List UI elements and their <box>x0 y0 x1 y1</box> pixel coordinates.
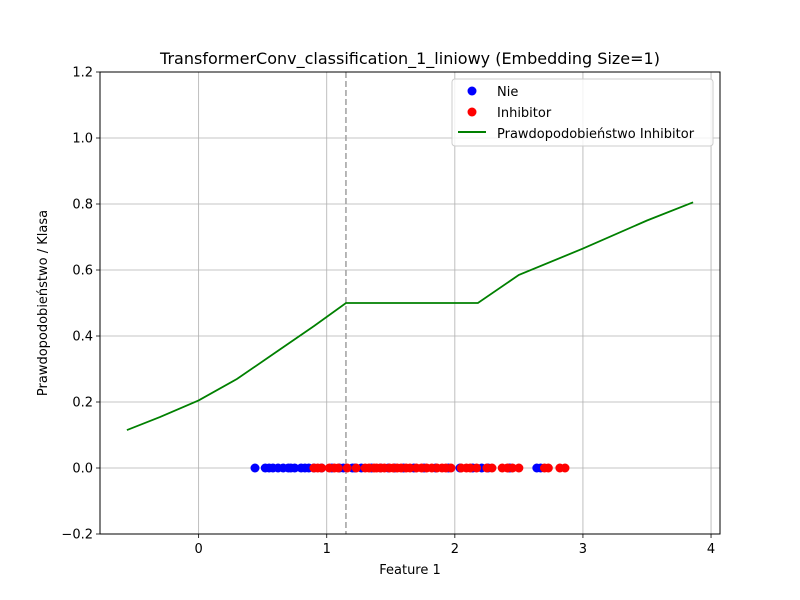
scatter-point <box>405 463 415 473</box>
chart-title: TransformerConv_classification_1_liniowy… <box>159 49 660 69</box>
scatter-point <box>250 463 260 473</box>
scatter-point <box>507 463 517 473</box>
tick-layer: 0 1 2 3 4 −0.2 0.0 0.2 0.4 0.6 0.8 1.0 1.2 <box>61 66 715 558</box>
y-tick-label: 0.8 <box>72 198 93 213</box>
plot-area-frame <box>99 71 721 535</box>
scatter-point <box>487 463 497 473</box>
scatter-point <box>290 463 300 473</box>
y-tick-label: 1.2 <box>72 66 93 81</box>
y-tick-label: 0.6 <box>72 264 93 279</box>
series-layer <box>126 201 694 473</box>
y-tick-label: 1.0 <box>72 132 93 147</box>
y-tick-label: 0.0 <box>72 462 93 477</box>
x-tick-label: 4 <box>707 542 715 557</box>
legend-label-nie: Nie <box>497 85 518 100</box>
x-tick-label: 3 <box>579 542 587 557</box>
series-prawdopodobie-stwo-inhibitor <box>126 201 694 431</box>
scatter-point <box>560 463 570 473</box>
legend-box <box>451 78 714 147</box>
scatter-point <box>465 463 475 473</box>
scatter-point <box>317 463 327 473</box>
x-axis-label: Feature 1 <box>379 563 441 578</box>
probability-line <box>126 201 694 431</box>
scatter-point <box>342 463 352 473</box>
series-inhibitor <box>309 463 570 473</box>
scatter-point <box>446 463 456 473</box>
x-tick-label: 1 <box>323 542 331 557</box>
y-tick-label: −0.2 <box>61 528 93 543</box>
legend-label-inhibitor: Inhibitor <box>497 106 552 121</box>
scatter-point <box>333 463 343 473</box>
scatter-point <box>472 463 482 473</box>
legend-marker-inhibitor <box>467 107 477 117</box>
legend-label-probability: Prawdopodobieństwo Inhibitor <box>497 127 695 142</box>
y-tick-label: 0.4 <box>72 330 93 345</box>
scatter-point <box>543 463 553 473</box>
scatter-point <box>351 463 361 473</box>
x-tick-label: 2 <box>451 542 459 557</box>
legend-marker-nie <box>467 86 477 96</box>
legend: Nie Inhibitor Prawdopodobieństwo Inhibit… <box>451 78 714 147</box>
x-tick-label: 0 <box>194 542 202 557</box>
y-tick-label: 0.2 <box>72 396 93 411</box>
scatter-point <box>514 463 524 473</box>
y-axis-label: Prawdopodobieństwo / Klasa <box>36 210 51 396</box>
